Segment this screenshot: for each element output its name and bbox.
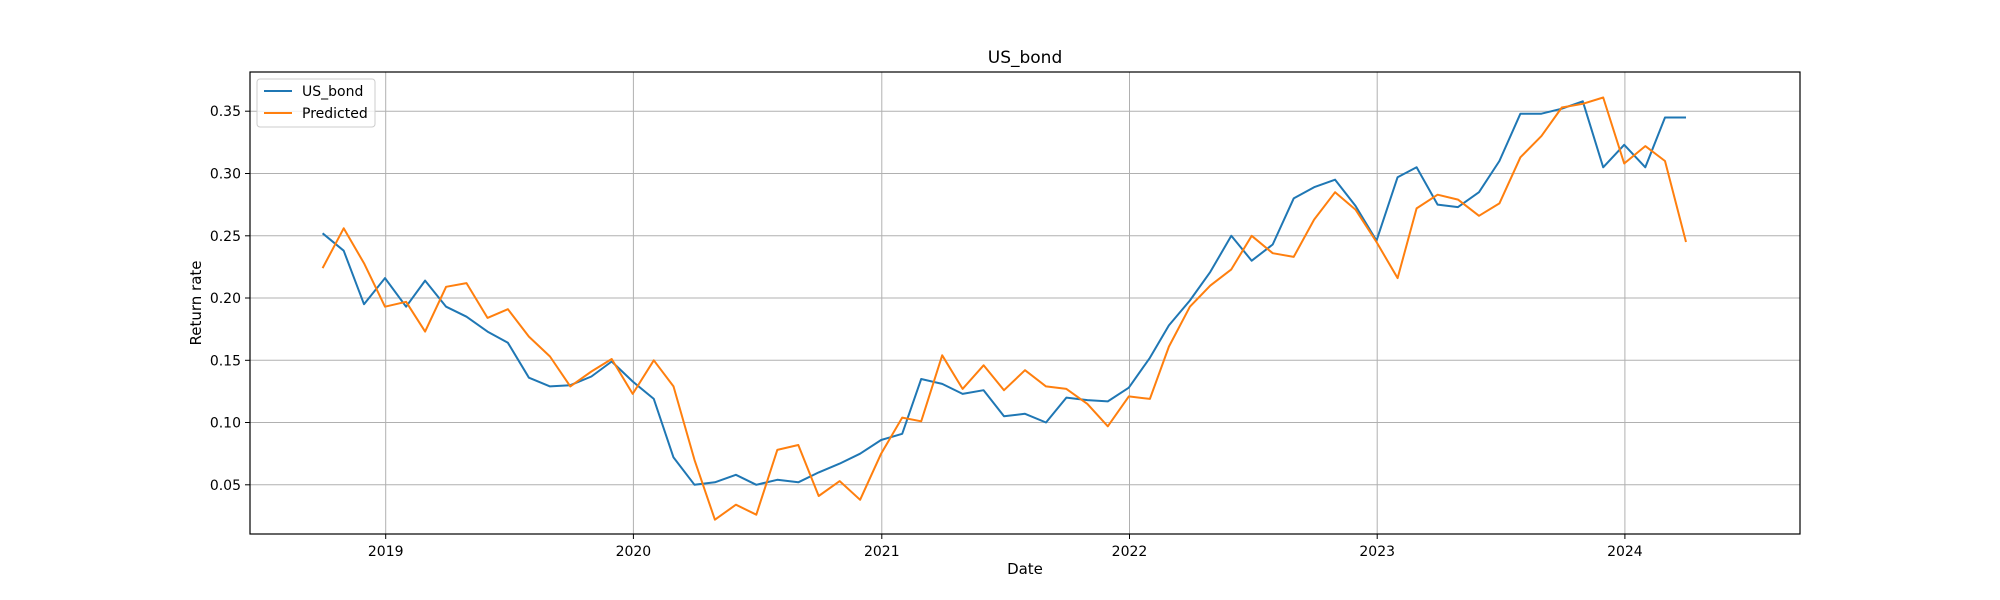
y-tick-label: 0.35 — [210, 104, 241, 120]
legend-label-predicted: Predicted — [302, 106, 368, 122]
plot-frame — [249, 71, 1801, 535]
legend: US_bond Predicted — [256, 78, 376, 128]
x-tick-label: 2021 — [864, 544, 900, 560]
x-axis-label: Date — [1007, 560, 1043, 578]
y-axis-label: Return rate — [187, 260, 205, 345]
chart-title: US_bond — [988, 48, 1063, 68]
x-tick-label: 2024 — [1607, 544, 1643, 560]
x-tick-label: 2023 — [1359, 544, 1395, 560]
x-tick-label: 2022 — [1112, 544, 1148, 560]
grid-lines — [250, 72, 1800, 534]
y-axis-ticks: 0.05 0.10 0.15 0.20 0.25 0.30 0.35 — [210, 104, 250, 494]
series-line-us-bond — [321, 100, 1686, 486]
x-tick-label: 2019 — [368, 544, 404, 560]
series-line-predicted — [321, 96, 1687, 521]
y-tick-label: 0.10 — [210, 416, 241, 432]
y-tick-label: 0.25 — [210, 229, 241, 245]
y-tick-label: 0.30 — [210, 167, 241, 183]
y-tick-label: 0.15 — [210, 353, 241, 369]
y-tick-label: 0.20 — [210, 291, 241, 307]
x-tick-label: 2020 — [616, 544, 652, 560]
x-axis-ticks: 2019 2020 2021 2022 2023 2024 — [368, 534, 1643, 560]
y-tick-label: 0.05 — [210, 478, 241, 494]
legend-label-us-bond: US_bond — [302, 84, 363, 100]
series-lines — [321, 96, 1687, 521]
